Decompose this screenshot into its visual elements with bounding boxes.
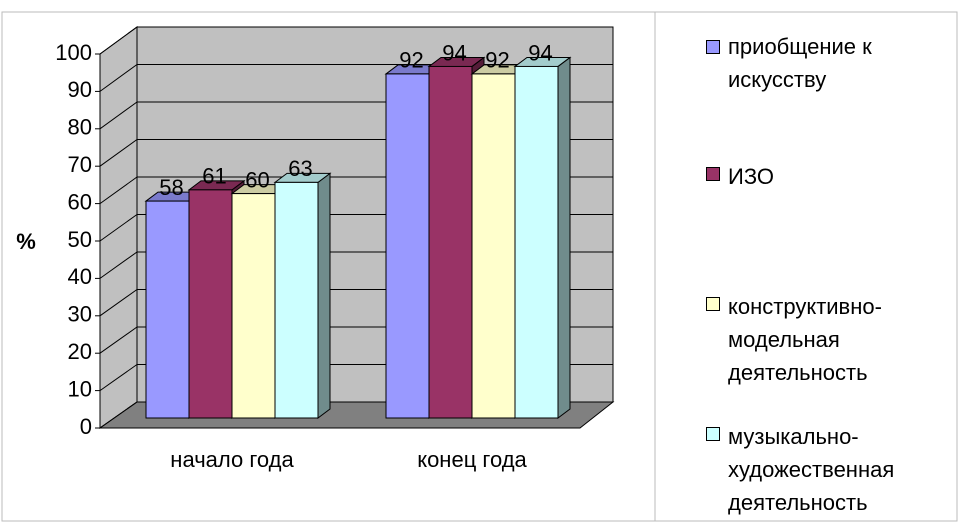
y-tick-label: 10	[68, 376, 92, 401]
data-label: 92	[399, 48, 423, 73]
bar	[274, 181, 319, 419]
data-label: 61	[202, 164, 226, 189]
legend-swatch	[706, 297, 720, 311]
y-tick-label: 40	[68, 264, 92, 289]
data-label: 94	[528, 40, 552, 65]
bar-side	[317, 172, 331, 419]
grid-line	[99, 364, 138, 392]
bar	[188, 189, 233, 419]
y-tick-label: 30	[68, 302, 92, 327]
y-tick-label: 80	[68, 115, 92, 140]
y-tick-label: 50	[68, 227, 92, 252]
y-tick-label: 20	[68, 339, 92, 364]
grid-line	[99, 101, 138, 130]
data-label: 60	[245, 167, 269, 192]
y-tick-label: 90	[68, 77, 92, 102]
data-label: 58	[159, 175, 183, 200]
grid-line	[99, 401, 138, 429]
y-tick-label: 0	[80, 414, 92, 439]
x-tick-label: начало года	[170, 447, 294, 472]
bar-side	[557, 56, 571, 419]
grid-line	[99, 139, 138, 167]
legend-swatch	[706, 167, 720, 181]
y-tick-label: 60	[68, 189, 92, 214]
legend-swatch	[706, 40, 720, 54]
bar	[231, 193, 276, 419]
legend-label: конструктивно-модельная деятельность	[728, 294, 882, 385]
grid-line	[99, 26, 138, 55]
bar	[145, 200, 190, 419]
x-tick-label: конец года	[417, 447, 527, 472]
y-tick-label: 70	[68, 152, 92, 177]
grid-line	[99, 64, 138, 92]
legend-swatch	[706, 427, 720, 441]
grid-line	[99, 214, 138, 242]
legend-label: ИЗО	[728, 164, 774, 189]
bar	[471, 73, 516, 419]
legend-label: приобщение к искусству	[728, 34, 872, 92]
y-tick-label: 100	[55, 40, 92, 65]
data-label: 92	[485, 48, 509, 73]
data-label: 63	[288, 156, 312, 181]
data-label: 94	[442, 40, 466, 65]
bar	[385, 73, 430, 419]
y-axis-label: %	[16, 229, 36, 254]
grid-line	[99, 251, 138, 279]
grid-line	[99, 176, 138, 205]
grid-line	[99, 289, 138, 317]
bar	[428, 65, 473, 419]
bar	[514, 65, 559, 419]
legend-label: музыкально-художественная деятельность	[728, 424, 895, 515]
grid-line	[99, 326, 138, 354]
